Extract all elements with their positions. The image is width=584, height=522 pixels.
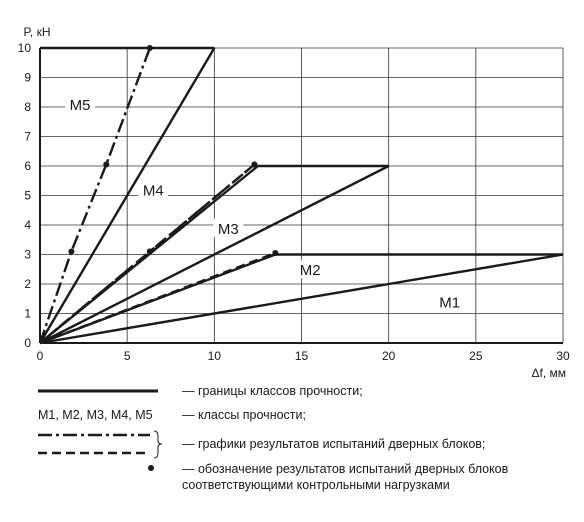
y-tick-label: 5 — [24, 189, 31, 203]
legend-row-classes: М1, М2, М3, М4, М5 — классы прочности; — [0, 404, 584, 428]
control-point — [146, 248, 153, 255]
x-tick-label: 10 — [208, 349, 222, 363]
legend-row-boundaries: — границы классов прочности; — [0, 380, 584, 404]
region-label-M1: M1 — [439, 295, 460, 312]
legend: — границы классов прочности; М1, М2, М3,… — [0, 380, 584, 520]
control-point — [272, 250, 279, 257]
control-point — [68, 248, 75, 255]
y-tick-label: 6 — [24, 159, 31, 173]
y-axis-label: P, кН — [23, 25, 50, 39]
region-label-M4: M4 — [143, 183, 164, 200]
region-label-bg — [213, 218, 244, 237]
y-tick-label: 0 — [24, 336, 31, 350]
legend-points-text-1: — обозначение результатов испытаний двер… — [182, 462, 509, 476]
x-tick-label: 5 — [124, 349, 131, 363]
region-label-M3: M3 — [218, 221, 239, 238]
y-tick-label: 7 — [24, 130, 31, 144]
region-label-bg — [65, 95, 96, 113]
x-tick-label: 20 — [382, 349, 396, 363]
region-labels: M1 M2 M3 M4 M5 — [65, 95, 465, 312]
region-label-bg — [295, 260, 326, 279]
control-point — [146, 45, 153, 51]
y-tick-label: 2 — [24, 277, 31, 291]
y-tick-label: 9 — [24, 71, 31, 85]
control-point — [251, 161, 258, 168]
legend-row-points: — обозначение результатов испытаний двер… — [0, 460, 584, 500]
x-tick-label: 15 — [295, 349, 309, 363]
tick-labels: 0 5 10 15 20 25 30 0 1 2 3 4 5 6 7 8 9 10 — [18, 41, 570, 363]
region-label-M5: M5 — [70, 97, 91, 114]
x-tick-label: 0 — [37, 349, 44, 363]
test-series-1 — [38, 47, 151, 344]
y-tick-label: 10 — [18, 41, 32, 55]
x-axis-label: Δf, мм — [531, 366, 566, 380]
y-tick-label: 3 — [24, 248, 31, 262]
axes — [39, 48, 563, 344]
region-label-bg — [138, 180, 169, 199]
boundary-M5 — [38, 47, 216, 344]
test-line-symbols — [38, 430, 163, 459]
legend-points-text-2: соответствующими контрольными нагрузками — [182, 478, 450, 492]
legend-row-tests: — графики результатов испытаний дверных … — [0, 430, 584, 460]
boundary-M1 — [39, 253, 564, 345]
control-points — [68, 45, 279, 257]
region-label-M2: M2 — [300, 262, 321, 279]
solid-line-symbol — [38, 389, 158, 393]
control-point — [103, 161, 110, 168]
y-tick-label: 1 — [24, 307, 31, 321]
y-tick-label: 8 — [24, 100, 31, 114]
legend-tests-text: — графики результатов испытаний дверных … — [182, 437, 486, 451]
y-tick-label: 4 — [24, 218, 31, 232]
legend-classes-text: — классы прочности; — [182, 408, 306, 422]
legend-classes-symbol: М1, М2, М3, М4, М5 — [38, 408, 153, 422]
dot-symbol — [148, 465, 154, 471]
region-label-bg — [434, 292, 465, 311]
legend-boundaries-text: — границы классов прочности; — [182, 384, 363, 398]
boundary-M3 — [39, 164, 390, 345]
chart: 0 5 10 15 20 25 30 0 1 2 3 4 5 6 7 8 9 10 M1 M2 M3 M4 M5 P, к… — [18, 25, 570, 380]
test-series-2 — [39, 163, 256, 344]
x-tick-label: 30 — [556, 349, 570, 363]
x-tick-label: 25 — [469, 349, 483, 363]
